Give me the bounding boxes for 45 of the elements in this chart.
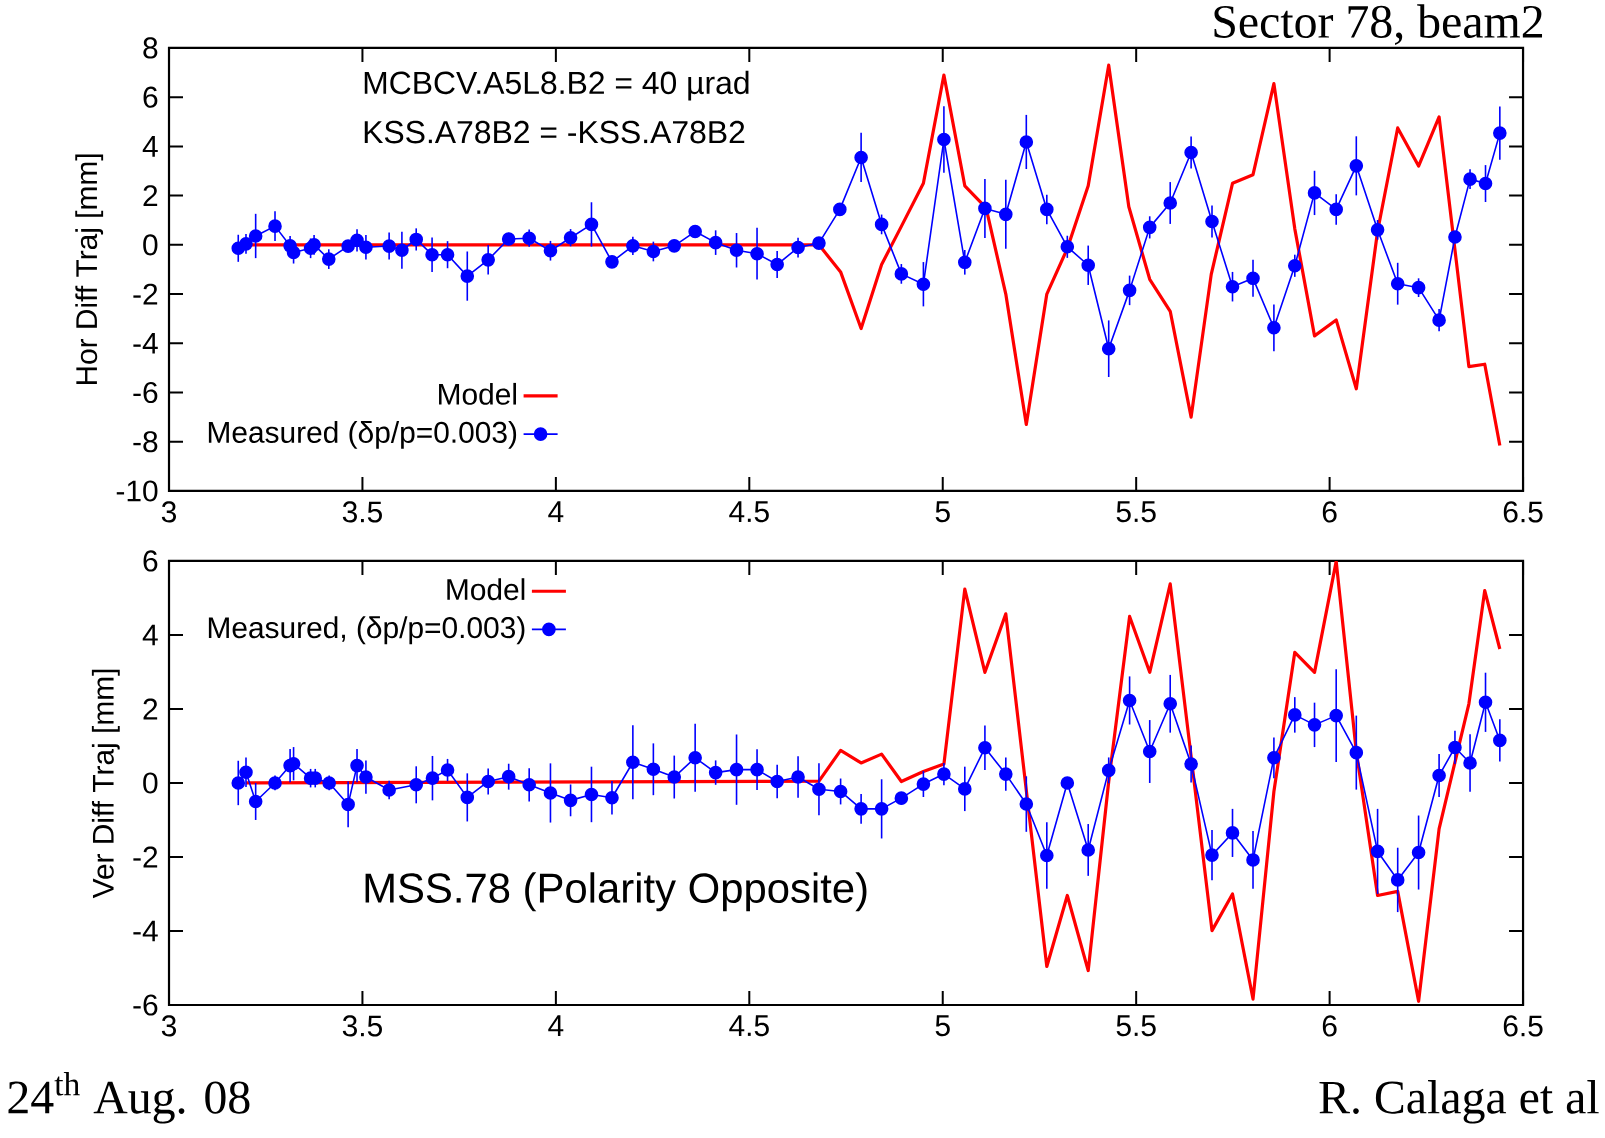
- x-tick-label: 6.5: [1503, 501, 1543, 523]
- x-tick-label: 4: [548, 501, 564, 522]
- x-tick-label: 6.5: [1503, 1015, 1543, 1037]
- x-tick-label: 6: [1322, 1015, 1337, 1037]
- legend-label: Measured (δp/p=0.003): [208, 421, 517, 449]
- y-axis-title: Hor Diff Traj [mm]: [75, 154, 104, 385]
- y-tick-label: -2: [133, 283, 158, 305]
- y-tick-label: 0: [143, 772, 158, 794]
- y-tick-label: -6: [133, 381, 158, 404]
- y-axis-title: Ver Diff Traj [mm]: [91, 669, 120, 899]
- y-tick-label: -2: [133, 846, 158, 868]
- y-tick-label: -4: [133, 920, 158, 942]
- x-tick-label: 5: [935, 501, 950, 523]
- annotation: KSS.A78B2 = -KSS.A78B2: [364, 120, 745, 144]
- x-tick-label: 6: [1322, 501, 1337, 523]
- y-tick-label: 6: [143, 550, 158, 572]
- y-tick-label: 2: [143, 185, 158, 207]
- y-tick-label: -6: [133, 994, 158, 1016]
- annotation: MSS.78 (Polarity Opposite): [365, 872, 867, 912]
- y-tick-label: -4: [133, 333, 158, 354]
- text: 24$^{th}$ Aug. 08: [8, 1072, 250, 1124]
- x-tick-label: 5.5: [1116, 501, 1156, 523]
- x-tick-label: 3.5: [342, 501, 382, 523]
- x-tick-label: 3.5: [342, 1015, 382, 1037]
- x-tick-label: 5.5: [1116, 1015, 1156, 1037]
- y-tick-label: 4: [142, 624, 158, 646]
- x-tick-label: 3: [161, 1015, 177, 1037]
- y-tick-label: 8: [143, 37, 158, 59]
- chart-title: Sector 78, beam2: [1214, 4, 1543, 45]
- x-tick-label: 4.5: [729, 501, 769, 523]
- x-tick-label: 4: [548, 1015, 564, 1036]
- x-tick-label: 5: [935, 1015, 950, 1037]
- y-tick-label: -8: [133, 431, 158, 453]
- legend-label: Model: [439, 382, 516, 405]
- y-tick-label: -10: [116, 480, 158, 502]
- x-tick-label: 3: [161, 501, 177, 523]
- legend-label: Model: [447, 578, 525, 601]
- x-tick-label: 4.5: [729, 1015, 769, 1037]
- legend-label: Measured, (δp/p=0.003): [208, 616, 525, 645]
- y-tick-label: 4: [142, 136, 158, 157]
- text: R. Calaga et al: [1319, 1080, 1599, 1124]
- annotation: MCBCV.A5L8.B2 = 40 µrad: [364, 70, 749, 101]
- y-tick-label: 6: [143, 86, 158, 108]
- y-tick-label: 0: [143, 234, 158, 256]
- y-tick-label: 2: [143, 698, 158, 720]
